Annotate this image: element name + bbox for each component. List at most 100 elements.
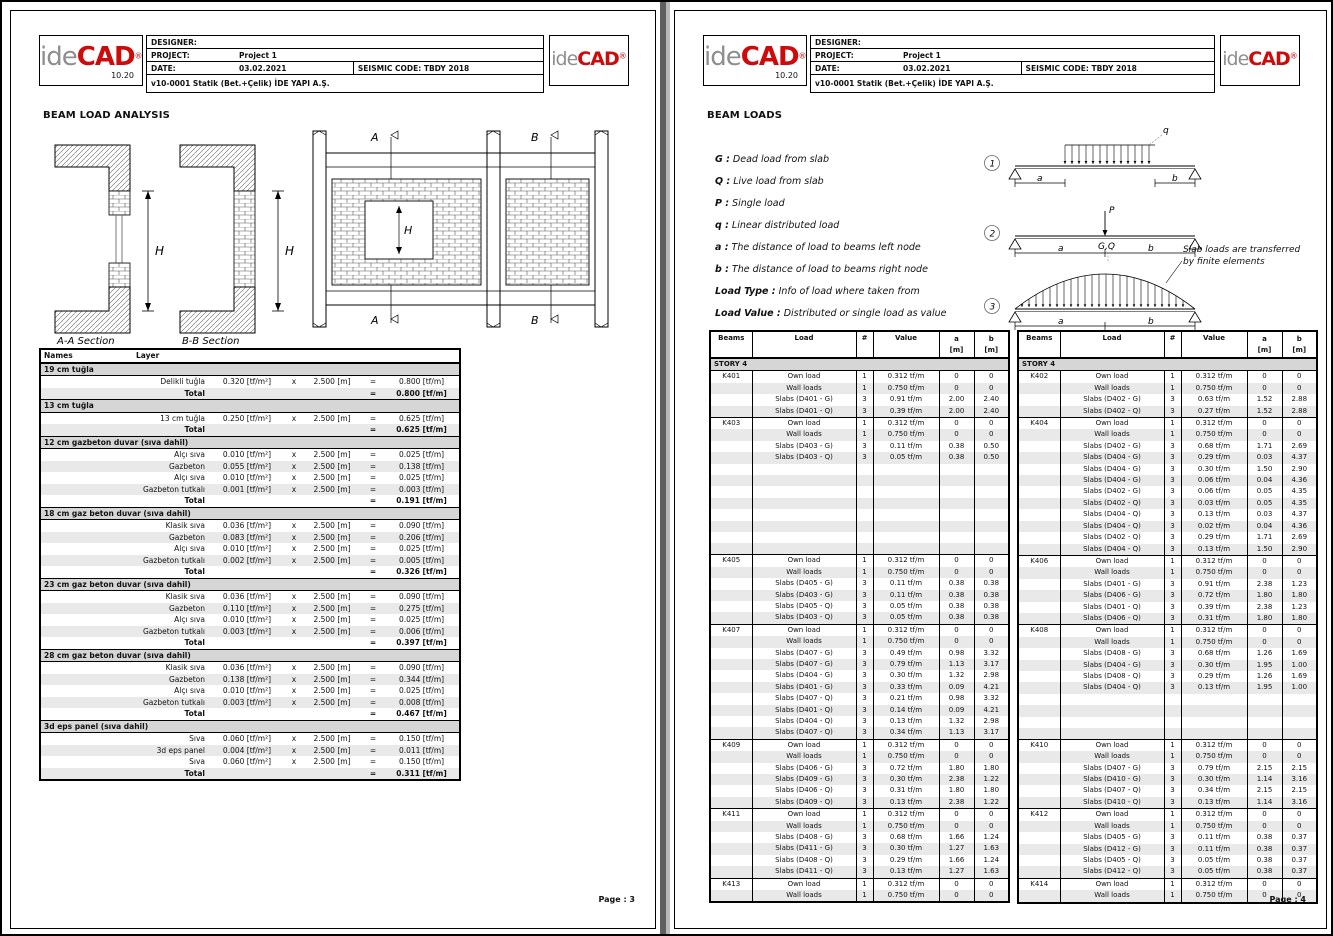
beam-id [710, 670, 752, 681]
page-4: ideCAD® 10.20 DESIGNER: PROJECT: Project … [674, 10, 1327, 929]
beam-id [1018, 717, 1060, 728]
bb-section-sketch: H [179, 144, 294, 334]
beam-id [710, 705, 752, 716]
load-row: Slabs (D405 - Q) 3 0.05 tf/m 0.38 0.38 [710, 600, 1009, 613]
page3-title: BEAM LOAD ANALYSIS [43, 110, 171, 121]
layer-total-row: Total = 0.311 [tf/m] [40, 767, 461, 780]
load-row [1018, 716, 1317, 728]
load-row: Slabs (D403 - Q) 3 0.05 tf/m 0.38 0.38 [710, 612, 1009, 625]
beam-id [1018, 694, 1060, 705]
version-row: v10-0001 Statik (Bet.+Çelik) İDE YAPI A.… [151, 79, 330, 88]
idecad-logo-box-right: ideCAD® [549, 35, 629, 86]
beam-id [710, 498, 752, 509]
load-row: Slabs (D401 - Q) 3 0.39 tf/m 2.38 1.23 [1018, 601, 1317, 613]
beam-id [710, 509, 752, 520]
load-row: Slabs (D407 - Q) 3 0.34 tf/m 1.13 3.17 [710, 727, 1009, 740]
load-row [710, 475, 1009, 487]
page4-footer: Page : 4 [1269, 895, 1306, 904]
aa-section-sketch: H [54, 144, 164, 334]
beam-id [1018, 660, 1060, 671]
page-3: ideCAD® 10.20 DESIGNER: PROJECT: Project … [10, 10, 656, 929]
load-definitions: G : Dead load from slab Q : Live load from … [715, 149, 1035, 325]
beam-id [710, 843, 752, 854]
load-row: Slabs (D405 - Q) 3 0.05 tf/m 0.38 0.37 [1018, 854, 1317, 867]
beam-id [1018, 797, 1060, 809]
load-row: Slabs (D401 - G) 3 0.91 tf/m 2.38 1.23 [1018, 578, 1317, 591]
project-row: PROJECT: Project 1 [811, 49, 1214, 62]
load-row: K406 Own load 1 0.312 tf/m 0 0 [1018, 554, 1317, 568]
load-row: K412 Own load 1 0.312 tf/m 0 0 [1018, 808, 1317, 821]
load-row: Slabs (D401 - Q) 3 0.39 tf/m 2.00 2.40 [710, 405, 1009, 418]
load-row: Wall loads 1 0.750 tf/m 0 0 [710, 751, 1009, 763]
load-row: Wall loads 1 0.750 tf/m 0 0 [1018, 567, 1317, 579]
load-row: K411 Own load 1 0.312 tf/m 0 0 [710, 808, 1009, 821]
layer-row: Alçı sıva 0.010 [tf/m²] x 2.500 [m] = 0.025 [… [174, 544, 445, 553]
svg-text:P: P [1109, 206, 1115, 216]
layer-row: Gazbeton 0.110 [tf/m²] x 2.500 [m] = 0.275 [t… [40, 602, 461, 614]
beam-id: K411 [710, 808, 752, 821]
load-table-header: Beams Load # Value a [m] b [m] [1018, 331, 1317, 359]
load-row: Slabs (D402 - G) 3 0.06 tf/m 0.05 4.35 [1018, 486, 1317, 498]
beam-id [1018, 671, 1060, 682]
beam-id [710, 797, 752, 809]
beam-id [1018, 579, 1060, 590]
beam-id [1018, 532, 1060, 543]
load-row: Slabs (D408 - G) 3 0.68 tf/m 1.26 1.69 [1018, 648, 1317, 660]
beam-id [1018, 498, 1060, 509]
definition-line: G : Dead load from slab [715, 154, 830, 165]
page4-header: ideCAD® 10.20 DESIGNER: PROJECT: Project … [703, 35, 1300, 95]
designer-row: DESIGNER: [147, 36, 543, 49]
beam-id [1018, 705, 1060, 716]
definition-line: Load Value : Distributed or single load a… [715, 308, 947, 319]
load-row: Wall loads 1 0.750 tf/m 0 0 [710, 820, 1009, 833]
beam-id: K402 [1018, 370, 1060, 383]
load-row: Slabs (D404 - G) 3 0.06 tf/m 0.04 4.36 [1018, 475, 1317, 487]
beam-id [710, 475, 752, 486]
svg-text:A: A [370, 314, 379, 327]
beam-id [710, 716, 752, 727]
load-row: K401 Own load 1 0.312 tf/m 0 0 [710, 370, 1009, 383]
layer-total-row: Total = 0.467 [tf/m] [184, 709, 447, 718]
svg-text:a: a [1058, 244, 1064, 254]
beam-id [710, 486, 752, 497]
load-row: Slabs (D401 - Q) 3 0.14 tf/m 0.09 4.21 [710, 704, 1009, 716]
load-row: Slabs (D402 - Q) 3 0.29 tf/m 1.71 2.69 [1018, 532, 1317, 544]
beam-id [1018, 521, 1060, 532]
wall-sections-diagram: H A-A Section H B-B Section [54, 130, 609, 347]
layer-row: Alçı sıva 0.010 [tf/m²] x 2.500 [m] = 0.025 [… [174, 473, 445, 482]
beam-id [710, 464, 752, 475]
beam-id [710, 774, 752, 785]
beam-id [710, 429, 752, 440]
beam-id [710, 406, 752, 418]
beam-id [1018, 613, 1060, 625]
svg-text:a: a [1058, 317, 1064, 327]
beam-id: K403 [710, 417, 752, 430]
layer-section-row: 18 cm gaz beton duvar (sıva dahil) [40, 506, 461, 520]
load-row: Slabs (D406 - Q) 3 0.31 tf/m 1.80 1.80 [1018, 612, 1317, 625]
page3-footer: Page : 3 [598, 895, 635, 904]
svg-text:1: 1 [990, 160, 996, 170]
layer-row: Delikli tuğla 0.320 [tf/m²] x 2.500 [m] = 0.8… [160, 377, 445, 386]
load-row: Wall loads 1 0.750 tf/m 0 0 [710, 429, 1009, 441]
load-row: Slabs (D408 - Q) 3 0.29 tf/m 1.26 1.69 [1018, 670, 1317, 683]
beam-id [1018, 763, 1060, 774]
load-row: Slabs (D407 - G) 3 0.79 tf/m 2.15 2.15 [1018, 762, 1317, 775]
layers-table: Names Layer 19 cm tuğla Delikli tuğla 0.320 … [39, 348, 462, 781]
load-row: Slabs (D407 - G) 3 0.79 tf/m 1.13 3.17 [710, 658, 1009, 671]
load-row: Slabs (D411 - G) 3 0.30 tf/m 1.27 1.63 [710, 843, 1009, 855]
load-row: Slabs (D402 - Q) 3 0.03 tf/m 0.05 4.35 [1018, 497, 1317, 510]
beam-id [1018, 832, 1060, 843]
layer-row: Klasik sıva 0.036 [tf/m²] x 2.500 [m] = 0.090… [165, 592, 445, 601]
layers-table-header: Names Layer [40, 349, 461, 364]
svg-text:2: 2 [990, 230, 996, 240]
beam-id [1018, 406, 1060, 418]
layer-row: Gazbeton 0.083 [tf/m²] x 2.500 [m] = 0.206 [t… [40, 531, 461, 543]
beam-id [1018, 728, 1060, 739]
layer-section-row: 12 cm gazbeton duvar (sıva dahil) [40, 435, 461, 449]
beam-id [1018, 648, 1060, 659]
diagram-1: 1 q a b [984, 126, 1202, 187]
diagram-2: 2 P a b [984, 206, 1202, 257]
load-row: Wall loads 1 0.750 tf/m 0 0 [1018, 382, 1317, 395]
load-row: Slabs (D406 - Q) 3 0.31 tf/m 1.80 1.80 [710, 785, 1009, 797]
seismic-code: SEISMIC CODE: TBDY 2018 [1020, 62, 1214, 74]
